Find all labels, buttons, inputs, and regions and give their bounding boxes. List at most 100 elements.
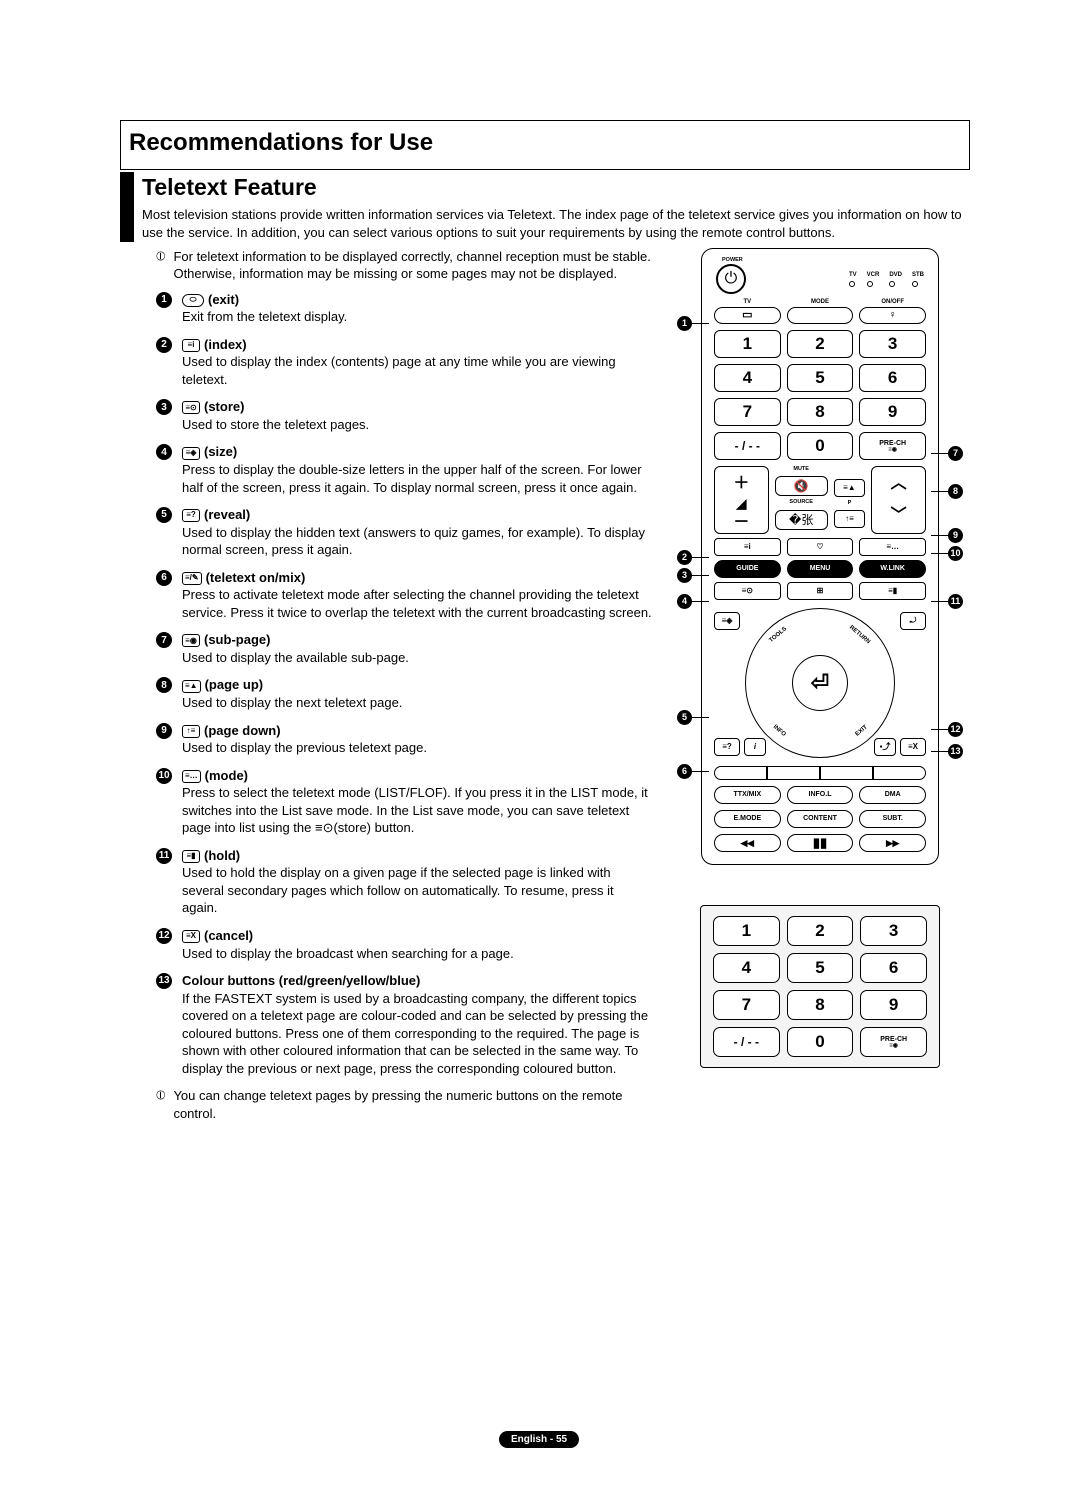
- teletext-icon: ≡◈: [182, 447, 200, 460]
- item-number: 13: [156, 973, 172, 989]
- item-desc: Press to activate teletext mode after se…: [182, 586, 652, 621]
- btn-emode[interactable]: E.MODE: [714, 810, 781, 828]
- recommendations-frame: Recommendations for Use: [120, 120, 970, 170]
- guide-button[interactable]: GUIDE: [714, 560, 781, 578]
- prech-button-2[interactable]: PRE-CH ≡◉: [860, 1027, 927, 1057]
- list-icon[interactable]: ⊞: [787, 582, 854, 600]
- num-6-button[interactable]: 6: [859, 364, 926, 392]
- dash-button-2[interactable]: - / - -: [713, 1027, 780, 1057]
- reveal-icon[interactable]: ≡?: [714, 738, 740, 756]
- num-4-button[interactable]: 4: [714, 364, 781, 392]
- item-desc: Exit from the teletext display.: [182, 308, 652, 326]
- power-button[interactable]: ⏻: [716, 264, 746, 294]
- item-desc: Used to display the broadcast when searc…: [182, 945, 652, 963]
- num-7-button[interactable]: 7: [714, 398, 781, 426]
- num-2-button[interactable]: 2: [787, 916, 854, 946]
- num-8-button[interactable]: 8: [787, 398, 854, 426]
- callout-3: 3: [677, 568, 692, 583]
- intro-text: Most television stations provide written…: [142, 206, 970, 241]
- num-1-button[interactable]: 1: [714, 330, 781, 358]
- mode-icon[interactable]: ≡…: [859, 538, 926, 556]
- keypad-inset: 123 456 789 - / - - 0 PRE-CH ≡◉: [700, 905, 940, 1068]
- num-7-button[interactable]: 7: [713, 990, 780, 1020]
- mode-btn[interactable]: [787, 307, 854, 324]
- info-icon[interactable]: i: [744, 738, 766, 756]
- callout-4: 4: [677, 594, 692, 609]
- colour-buttons[interactable]: [712, 766, 928, 786]
- teletext-icon: ⬭: [182, 294, 204, 307]
- power-label: POWER: [712, 257, 928, 264]
- item-desc: If the FASTEXT system is used by a broad…: [182, 990, 652, 1078]
- btn-subt[interactable]: SUBT.: [859, 810, 926, 828]
- btn-content[interactable]: CONTENT: [787, 810, 854, 828]
- item-11: 11≡▮(hold)Used to hold the display on a …: [156, 847, 652, 917]
- num-5-button[interactable]: 5: [787, 953, 854, 983]
- mode-btn[interactable]: ▭: [714, 307, 781, 324]
- btn-infol[interactable]: INFO.L: [787, 786, 854, 804]
- num-0-button-2[interactable]: 0: [787, 1027, 854, 1057]
- exit-dot-icon[interactable]: ▪⤴: [874, 738, 896, 756]
- volume-rocker[interactable]: ＋◢－: [714, 466, 769, 534]
- item-title: Colour buttons (red/green/yellow/blue): [182, 972, 652, 990]
- item-4: 4≡◈(size)Press to display the double-siz…: [156, 443, 652, 496]
- btn-[interactable]: ▸▸: [859, 834, 926, 852]
- fav-icon[interactable]: ♡: [787, 538, 854, 556]
- index-icon[interactable]: ≡i: [714, 538, 781, 556]
- store-icon[interactable]: ≡⊙: [714, 582, 781, 600]
- item-12: 12≡X(cancel)Used to display the broadcas…: [156, 927, 652, 962]
- callout-7: 7: [948, 446, 963, 461]
- size-icon[interactable]: ≡◈: [714, 612, 740, 630]
- btn-ttxmix[interactable]: TTX/MIX: [714, 786, 781, 804]
- dash-button[interactable]: - / - -: [714, 432, 781, 460]
- item-13: 13 Colour buttons (red/green/yellow/blue)…: [156, 972, 652, 1077]
- nav-ring[interactable]: TOOLS RETURN INFO EXIT ⏎: [745, 608, 895, 758]
- item-number: 7: [156, 632, 172, 648]
- prech-button[interactable]: PRE-CH ≡◉: [859, 432, 926, 460]
- note-reception: ⦶ For teletext information to be display…: [156, 248, 652, 283]
- teletext-icon: ≡⊙: [182, 401, 200, 414]
- mute-button[interactable]: 🔇: [775, 476, 828, 496]
- callout-9: 9: [948, 528, 963, 543]
- num-9-button[interactable]: 9: [859, 398, 926, 426]
- num-2-button[interactable]: 2: [787, 330, 854, 358]
- item-3: 3≡⊙(store)Used to store the teletext pag…: [156, 398, 652, 433]
- callout-12: 12: [948, 722, 963, 737]
- page-dn-btn[interactable]: ↑≡: [834, 510, 866, 528]
- num-0-button[interactable]: 0: [787, 432, 854, 460]
- feature-title: Teletext Feature: [142, 172, 970, 203]
- btn-dma[interactable]: DMA: [859, 786, 926, 804]
- menu-button[interactable]: MENU: [787, 560, 854, 578]
- btn-[interactable]: ▮▮: [787, 834, 854, 852]
- num-9-button[interactable]: 9: [860, 990, 927, 1020]
- num-8-button[interactable]: 8: [787, 990, 854, 1020]
- btn-[interactable]: ◂◂: [714, 834, 781, 852]
- cancel-icon[interactable]: ≡X: [900, 738, 926, 756]
- title-bar: [120, 172, 134, 241]
- feature-header: Teletext Feature Most television station…: [120, 172, 970, 241]
- item-8: 8≡▲(page up)Used to display the next tel…: [156, 676, 652, 711]
- return-icon[interactable]: ⤾: [900, 612, 926, 630]
- mode-btn[interactable]: ♀: [859, 307, 926, 324]
- mode-leds: TVVCRDVDSTB: [849, 271, 924, 286]
- item-title: ≡◉(sub-page): [182, 631, 652, 649]
- w.link-button[interactable]: W.LINK: [859, 560, 926, 578]
- item-number: 10: [156, 768, 172, 784]
- num-3-button[interactable]: 3: [859, 330, 926, 358]
- page-up-btn[interactable]: ≡▲: [834, 479, 866, 497]
- teletext-icon: ≡i: [182, 339, 200, 352]
- note-icon: ⦶: [156, 1088, 165, 1122]
- callout-5: 5: [677, 710, 692, 725]
- channel-rocker[interactable]: ︿﹀: [871, 466, 926, 534]
- teletext-icon: ≡▮: [182, 850, 200, 863]
- item-number: 11: [156, 848, 172, 864]
- item-title: ≡◈(size): [182, 443, 652, 461]
- item-title: ≡▮(hold): [182, 847, 652, 865]
- num-5-button[interactable]: 5: [787, 364, 854, 392]
- num-3-button[interactable]: 3: [860, 916, 927, 946]
- num-1-button[interactable]: 1: [713, 916, 780, 946]
- source-button[interactable]: �张: [775, 510, 828, 530]
- num-4-button[interactable]: 4: [713, 953, 780, 983]
- num-6-button[interactable]: 6: [860, 953, 927, 983]
- enter-button[interactable]: ⏎: [792, 655, 848, 711]
- hold-icon[interactable]: ≡▮: [859, 582, 926, 600]
